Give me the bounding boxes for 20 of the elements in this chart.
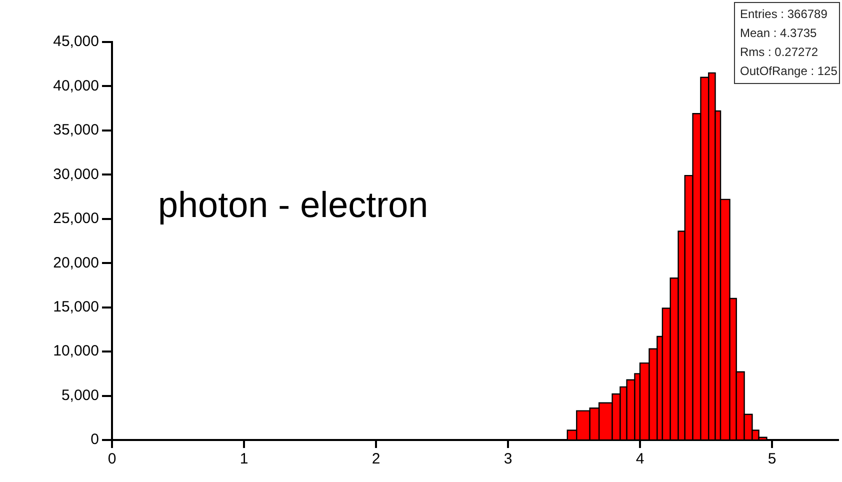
y-tick-label: 45,000 [53,33,99,50]
y-tick-label: 15,000 [53,298,99,316]
stats-box: Entries : 366789 Mean : 4.3735 Rms : 0.27272 OutOfRange : 125 [734,2,840,84]
y-tick-label: 35,000 [53,122,99,139]
y-tick-label: 25,000 [53,210,99,228]
y-tick-label: 5,000 [61,386,99,404]
x-tick-label: 5 [768,450,776,468]
x-tick-label: 0 [108,450,116,468]
y-tick-label: 0 [90,431,99,448]
annotation: Rms : 0.27272 [740,44,820,61]
x-tick-label: 2 [372,450,380,468]
x-tick-label: 3 [504,450,512,468]
x-tick-label: 4 [636,450,644,468]
y-tick-label: 20,000 [53,254,99,272]
y-tick-label: 10,000 [53,342,99,360]
y-tick-label: 40,000 [53,77,99,94]
annotation: OutOfRange : 125 [740,63,838,80]
text: photon - electron [158,184,428,226]
x-tick-label: 1 [240,450,248,468]
y-tick-label: 30,000 [53,166,99,183]
